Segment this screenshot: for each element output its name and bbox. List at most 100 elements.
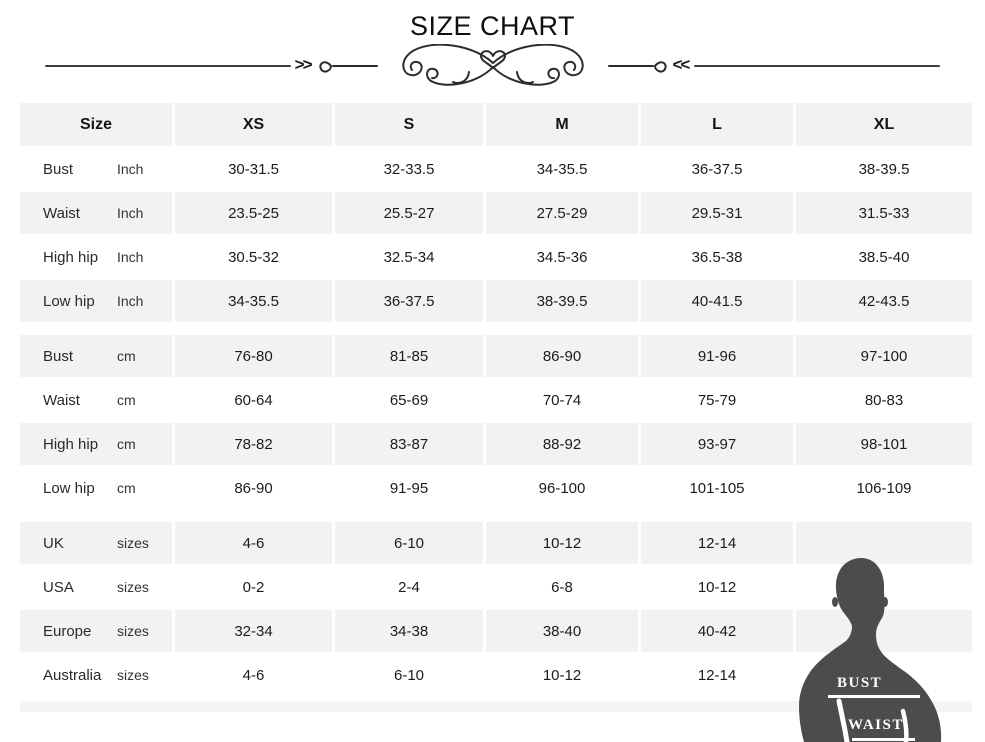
size-value-cell [793,566,972,608]
size-value-cell: 86-90 [172,467,332,509]
table-row: High hip cm 78-82 83-87 88-92 93-97 98-1… [20,423,972,467]
size-value-cell: 10-12 [638,566,793,608]
size-value-cell: 83-87 [332,423,483,465]
size-value-cell: 34-35.5 [483,148,638,190]
page-title: SIZE CHART [409,11,576,41]
row-label-cell: Low hip cm [20,467,172,509]
table-row: Bust Inch 30-31.5 32-33.5 34-35.5 36-37.… [20,148,972,192]
measure-unit: sizes [117,623,149,639]
size-value-cell: 93-97 [638,423,793,465]
measure-name: Europe [43,622,92,640]
size-value-cell: 6-8 [483,566,638,608]
size-value-cell: 40-41.5 [638,280,793,322]
header-cell-s: S [332,103,483,146]
row-label-cell: Europe sizes [20,610,172,652]
section-gap [20,324,972,335]
section-gap [20,511,972,522]
row-label-cell: Bust Inch [20,148,172,190]
female-body-silhouette: BUST WAIST [795,555,945,742]
measure-unit: Inch [117,161,144,177]
row-label-cell: High hip Inch [20,236,172,278]
table-row: High hip Inch 30.5-32 32.5-34 34.5-36 36… [20,236,972,280]
size-value-cell: 32-33.5 [332,148,483,190]
row-label-cell: High hip cm [20,423,172,465]
size-value-cell: 27.5-29 [483,192,638,234]
flourish-scroll-icon [318,44,667,86]
divider-line-left [45,65,291,67]
size-value-cell: 78-82 [172,423,332,465]
size-value-cell: 98-101 [793,423,972,465]
size-value-cell: 70-74 [483,379,638,421]
size-value-cell: 97-100 [793,335,972,377]
size-value-cell: 29.5-31 [638,192,793,234]
measure-name: UK [43,534,64,552]
measure-unit: cm [117,480,136,496]
size-value-cell [793,522,972,564]
measure-name: Bust [43,160,74,178]
row-label-cell: Australia sizes [20,654,172,696]
size-value-cell: 30-31.5 [172,148,332,190]
measure-name: USA [43,578,74,596]
table-row: Waist Inch 23.5-25 25.5-27 27.5-29 29.5-… [20,192,972,236]
table-row: UK sizes 4-6 6-10 10-12 12-14 [20,522,972,566]
size-value-cell: 38-40 [483,610,638,652]
size-value-cell: 23.5-25 [172,192,332,234]
size-value-cell: 38-39.5 [483,280,638,322]
size-value-cell: 36.5-38 [638,236,793,278]
size-value-cell [793,610,972,652]
size-value-cell: 96-100 [483,467,638,509]
size-value-cell: 2-4 [332,566,483,608]
bust-underline [828,695,920,698]
measure-unit: cm [117,436,136,452]
size-value-cell [793,654,972,696]
size-value-cell: 25.5-27 [332,192,483,234]
size-value-cell: 75-79 [638,379,793,421]
size-table: Size XS S M L XL Bust Inch 30-31.5 32-33… [20,103,972,712]
size-value-cell: 10-12 [483,522,638,564]
measure-unit: Inch [117,293,144,309]
measure-name: High hip [43,248,99,266]
size-value-cell: 6-10 [332,522,483,564]
measure-unit: cm [117,348,136,364]
header-row: Size XS S M L XL [20,103,972,148]
measure-name: Bust [43,347,74,365]
size-value-cell: 4-6 [172,522,332,564]
table-row: USA sizes 0-2 2-4 6-8 10-12 [20,566,972,610]
double-chevron-left-icon: << [672,55,691,74]
measure-unit: sizes [117,535,149,551]
ornament-divider: >> << [45,44,940,86]
header-cell-m: M [483,103,638,146]
size-value-cell: 4-6 [172,654,332,696]
header-cell-size: Size [79,115,112,133]
size-value-cell: 80-83 [793,379,972,421]
size-value-cell: 81-85 [332,335,483,377]
size-value-cell: 12-14 [638,522,793,564]
cropped-row-strip [20,701,972,712]
size-value-cell: 36-37.5 [332,280,483,322]
size-value-cell: 6-10 [332,654,483,696]
measure-name: Waist [43,391,80,409]
header-cell-xs: XS [172,103,332,146]
measure-unit: sizes [117,667,149,683]
size-value-cell: 101-105 [638,467,793,509]
size-value-cell: 30.5-32 [172,236,332,278]
row-label-cell: UK sizes [20,522,172,564]
table-row: Waist cm 60-64 65-69 70-74 75-79 80-83 [20,379,972,423]
table-row: Low hip cm 86-90 91-95 96-100 101-105 10… [20,467,972,511]
measure-unit: sizes [117,579,149,595]
size-value-cell: 32-34 [172,610,332,652]
row-label-cell: Waist cm [20,379,172,421]
measure-name: Australia [43,666,102,684]
row-label-cell: Low hip Inch [20,280,172,322]
measure-unit: Inch [117,249,144,265]
size-value-cell: 0-2 [172,566,332,608]
double-chevron-right-icon: >> [294,55,313,74]
measure-unit: Inch [117,205,144,221]
size-value-cell: 36-37.5 [638,148,793,190]
divider-line-right [694,65,940,67]
size-value-cell: 34-35.5 [172,280,332,322]
size-value-cell: 38.5-40 [793,236,972,278]
size-value-cell: 91-96 [638,335,793,377]
size-value-cell: 38-39.5 [793,148,972,190]
measure-unit: cm [117,392,136,408]
